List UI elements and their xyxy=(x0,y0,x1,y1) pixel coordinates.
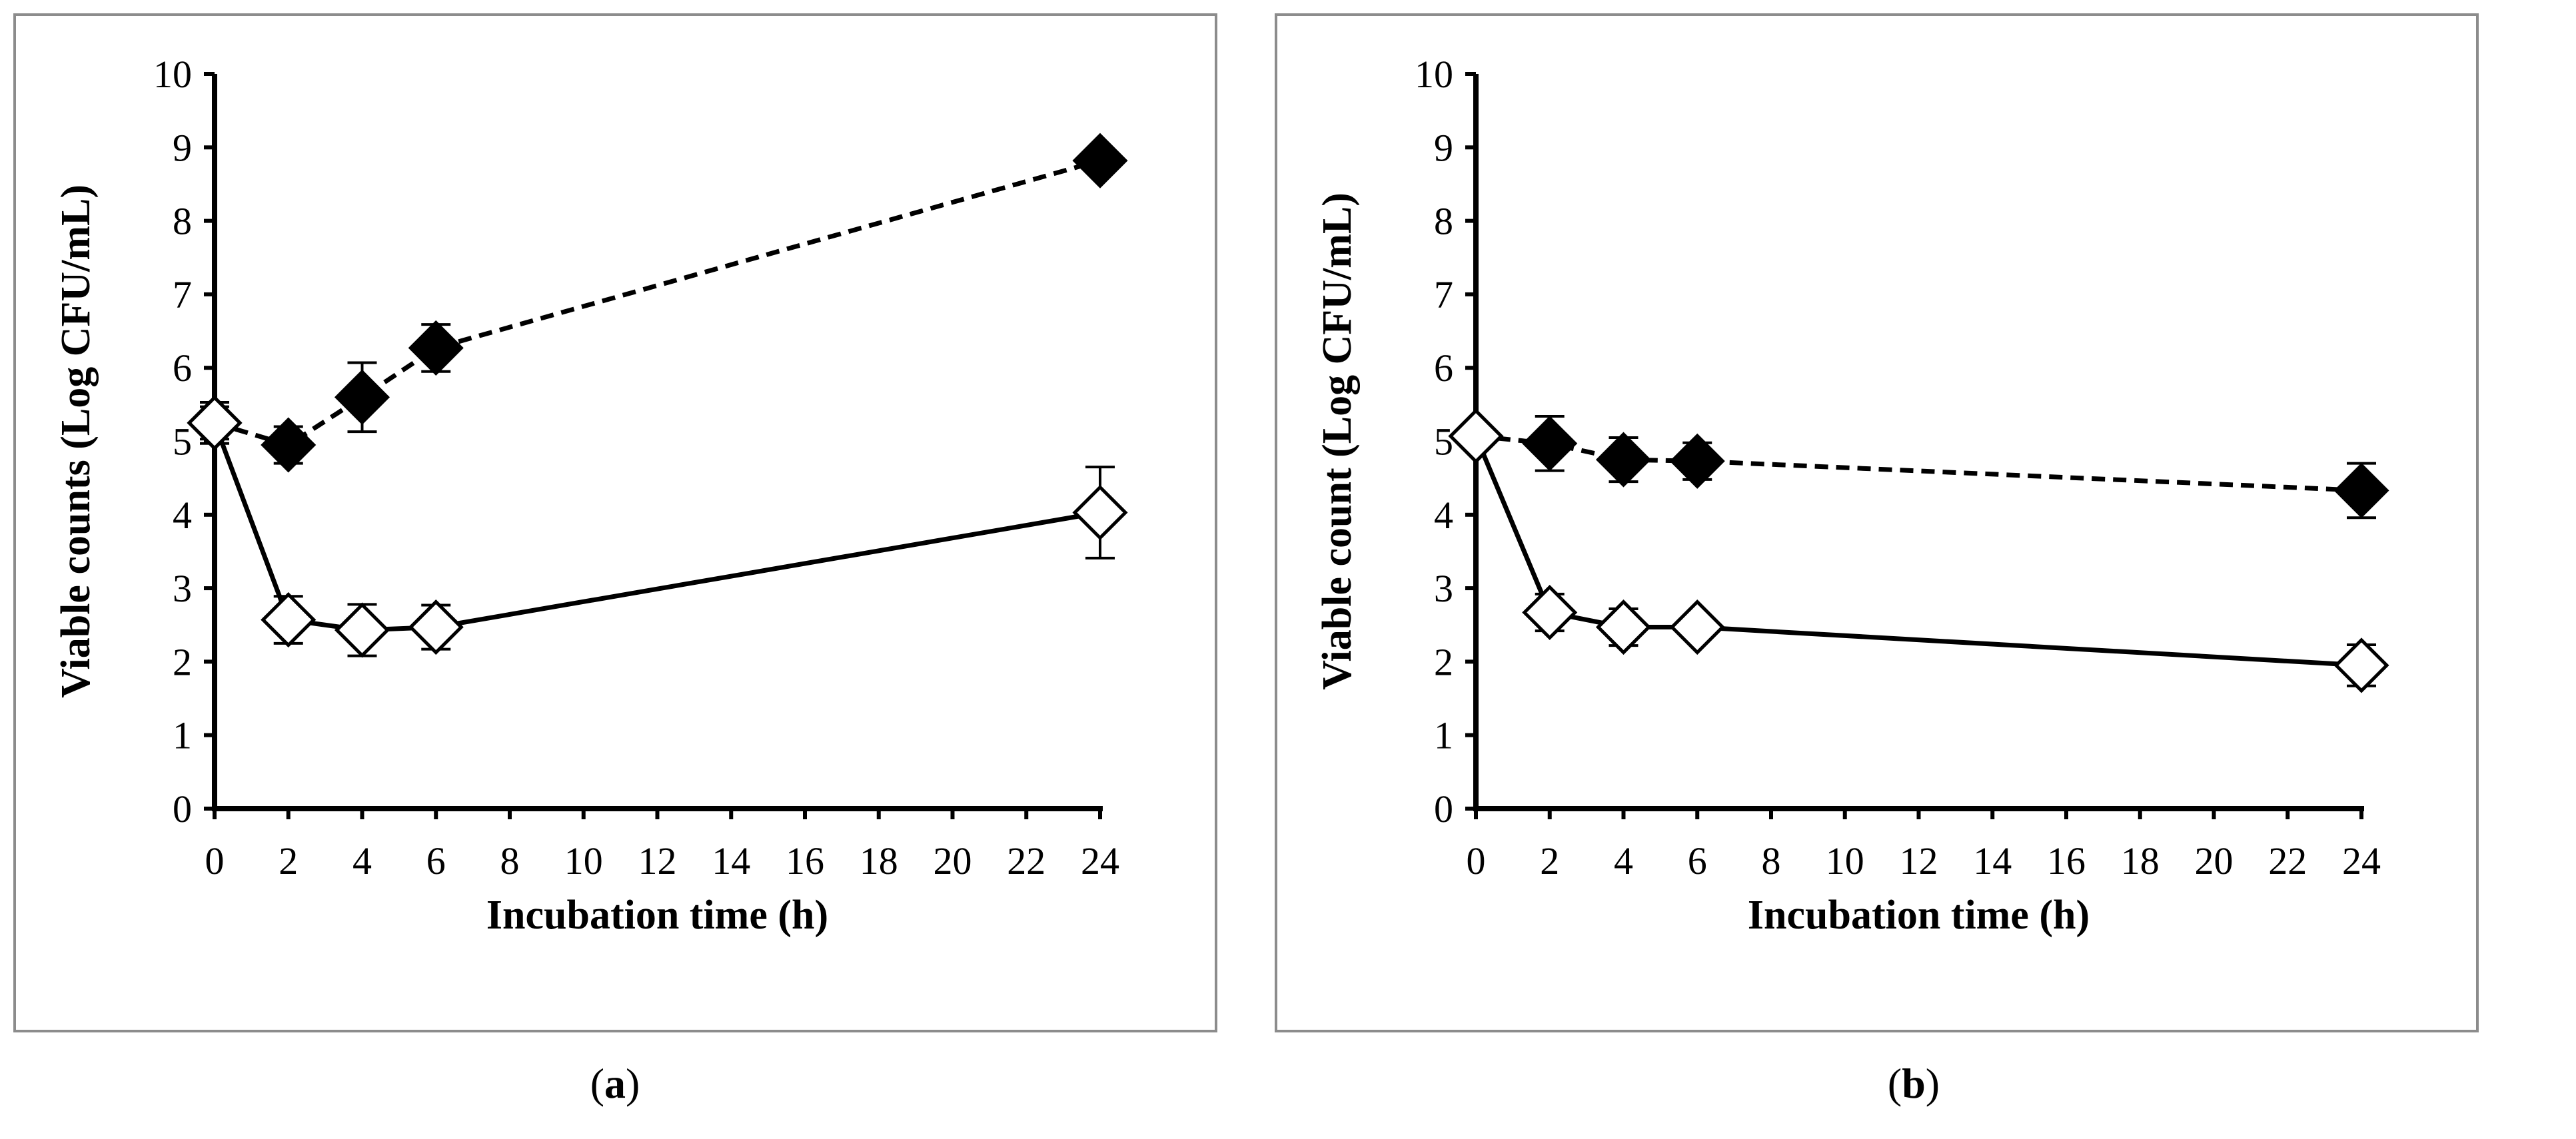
chart-a-series-0-point xyxy=(408,320,464,376)
chart-b-xtick-label: 14 xyxy=(1973,839,2012,883)
chart-b-xlabel: Incubation time (h) xyxy=(1748,893,2090,938)
chart-b-series-1-point xyxy=(1448,408,1504,464)
chart-a-xtick-label: 4 xyxy=(352,839,372,883)
chart-a-xtick-label: 20 xyxy=(934,839,972,883)
chart-a-series-1-point xyxy=(1072,484,1128,541)
caption-a: (a) xyxy=(590,1060,640,1107)
chart-b-xtick-label: 10 xyxy=(1826,839,1864,883)
chart-b-series-1-point xyxy=(1522,584,1578,641)
chart-a-xtick-label: 24 xyxy=(1081,839,1119,883)
chart-b-xtick-label: 18 xyxy=(2121,839,2160,883)
chart-a-xtick-label: 12 xyxy=(638,839,677,883)
chart-a-series-1-point xyxy=(334,602,390,658)
chart-b-series-1-point xyxy=(1595,599,1652,655)
chart-b-ytick-label: 9 xyxy=(1434,126,1453,169)
chart-b-series-0-point xyxy=(1522,416,1578,472)
chart-b-ytick-label: 8 xyxy=(1434,200,1453,243)
chart-b-series-0-point xyxy=(1669,433,1725,489)
chart-a-ylabel: Viable counts (Log CFU/mL) xyxy=(53,185,99,698)
chart-a-ytick-label: 0 xyxy=(173,787,192,831)
chart-b-ytick-label: 2 xyxy=(1434,640,1453,683)
chart-b-ytick-label: 3 xyxy=(1434,567,1453,610)
chart-b-xtick-label: 24 xyxy=(2342,839,2381,883)
chart-b-ytick-label: 7 xyxy=(1434,273,1453,316)
chart-b-xtick-label: 6 xyxy=(1688,839,1707,883)
chart-a-ytick-label: 1 xyxy=(173,714,192,757)
chart-a-xtick-label: 0 xyxy=(205,839,225,883)
chart-a-series-0-line xyxy=(213,158,1101,448)
caption-a-letter: a xyxy=(604,1060,626,1107)
chart-b-xtick-label: 4 xyxy=(1614,839,1633,883)
chart-a-series-1-point xyxy=(261,591,317,648)
chart-b-xtick-label: 12 xyxy=(1900,839,1938,883)
chart-a-ytick-label: 10 xyxy=(153,53,192,96)
caption-b-letter: b xyxy=(1902,1060,1926,1107)
chart-a-xlabel: Incubation time (h) xyxy=(486,893,828,938)
chart-a-series-1-point xyxy=(408,599,464,655)
chart-b-ytick-label: 5 xyxy=(1434,420,1453,464)
chart-a-xtick-label: 10 xyxy=(564,839,603,883)
chart-a-ytick-label: 8 xyxy=(173,200,192,243)
chart-a-ytick-label: 3 xyxy=(173,567,192,610)
chart-a-ytick-label: 9 xyxy=(173,126,192,169)
chart-a-xtick-label: 6 xyxy=(426,839,446,883)
chart-a-series-1-line xyxy=(212,422,1101,633)
chart-a-xtick-label: 16 xyxy=(786,839,824,883)
chart-a-xtick-label: 18 xyxy=(860,839,898,883)
chart-a-ytick-label: 6 xyxy=(173,346,192,390)
chart-b-ytick-label: 6 xyxy=(1434,346,1453,390)
chart-a-series-0-point xyxy=(1072,133,1128,189)
chart-b-series-0-point xyxy=(1595,432,1652,488)
chart-a-ytick-label: 7 xyxy=(173,273,192,316)
chart-b-ytick-label: 10 xyxy=(1415,53,1453,96)
chart-a-ytick-label: 5 xyxy=(173,420,192,464)
caption-b: (b) xyxy=(1887,1060,1940,1107)
chart-b-series-1-point xyxy=(2333,637,2389,693)
chart-a-xtick-label: 22 xyxy=(1007,839,1045,883)
chart-b-xtick-label: 20 xyxy=(2195,839,2234,883)
chart-a-series-0-point xyxy=(261,417,317,473)
chart-a-ytick-label: 2 xyxy=(173,640,192,683)
chart-a-series-0-point xyxy=(334,369,390,425)
chart-b-xtick-label: 0 xyxy=(1467,839,1486,883)
chart-b-xtick-label: 22 xyxy=(2268,839,2307,883)
chart-a-ytick-label: 4 xyxy=(173,494,192,537)
chart-b-ytick-label: 0 xyxy=(1434,787,1453,831)
chart-a-xtick-label: 2 xyxy=(279,839,298,883)
chart-b-series-1-point xyxy=(1669,599,1725,655)
chart-panel-a: 0 1 2 3 4 5 6 7 8 9 10 0 2 4 6 8 10 12 14 16 18 20 22 24 Incubat… xyxy=(13,13,1217,1032)
chart-a-series-1-point xyxy=(187,395,243,451)
chart-a-xtick-label: 8 xyxy=(500,839,520,883)
chart-b-ytick-label: 1 xyxy=(1434,714,1453,757)
chart-b-xtick-label: 2 xyxy=(1540,839,1559,883)
chart-b-ylabel: Viable count (Log CFU/mL) xyxy=(1315,192,1360,690)
chart-b-series-0-point xyxy=(2333,462,2389,518)
chart-panel-b: 0 1 2 3 4 5 6 7 8 9 10 0 2 4 6 8 10 12 14 16 18 20 22 24 Incubat… xyxy=(1275,13,2479,1032)
chart-b-xtick-label: 8 xyxy=(1762,839,1781,883)
chart-b-ytick-label: 4 xyxy=(1434,494,1453,537)
chart-b-xtick-label: 16 xyxy=(2047,839,2086,883)
chart-a-xtick-label: 14 xyxy=(712,839,750,883)
